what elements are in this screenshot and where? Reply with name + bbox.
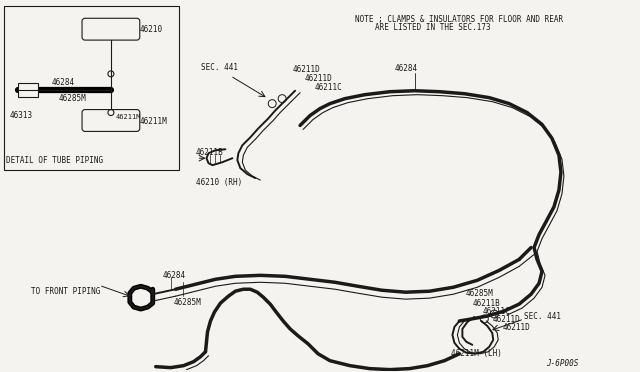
Text: SEC. 441: SEC. 441 (200, 63, 237, 72)
Bar (4, 6, 179, 170)
Text: 46284: 46284 (51, 78, 74, 87)
Text: 46210 (RH): 46210 (RH) (196, 178, 242, 187)
Text: 46313: 46313 (10, 110, 33, 119)
Text: 46285M: 46285M (58, 94, 86, 103)
Text: 46211D: 46211D (502, 323, 530, 332)
Text: 46285M: 46285M (173, 298, 202, 307)
Text: 46284: 46284 (395, 64, 418, 73)
Text: SEC. 441: SEC. 441 (524, 312, 561, 321)
Text: 46211D: 46211D (293, 65, 321, 74)
Text: 46284: 46284 (163, 271, 186, 280)
Text: 46211M: 46211M (116, 113, 141, 119)
Text: ARE LISTED IN THE SEC.173: ARE LISTED IN THE SEC.173 (375, 23, 490, 32)
Text: 46211C: 46211C (315, 83, 343, 92)
Text: 46211D: 46211D (305, 74, 333, 83)
Text: 46211B: 46211B (472, 299, 500, 308)
Text: 46211D: 46211D (492, 315, 520, 324)
Text: 46211C: 46211C (483, 307, 510, 316)
Text: 46285M: 46285M (465, 289, 493, 298)
Bar (19, 83, 38, 97)
Text: TO FRONT PIPING: TO FRONT PIPING (31, 287, 100, 296)
Text: 46211B: 46211B (196, 148, 223, 157)
FancyBboxPatch shape (82, 18, 140, 40)
Text: DETAIL OF TUBE PIPING: DETAIL OF TUBE PIPING (6, 156, 104, 165)
FancyBboxPatch shape (82, 110, 140, 131)
Text: 46211M (LH): 46211M (LH) (451, 349, 502, 358)
Text: J-6P00S: J-6P00S (547, 359, 579, 368)
Text: 46210: 46210 (140, 25, 163, 34)
Text: 46211M: 46211M (140, 116, 168, 125)
Text: NOTE ; CLAMPS & INSULATORS FOR FLOOR AND REAR: NOTE ; CLAMPS & INSULATORS FOR FLOOR AND… (355, 15, 563, 24)
